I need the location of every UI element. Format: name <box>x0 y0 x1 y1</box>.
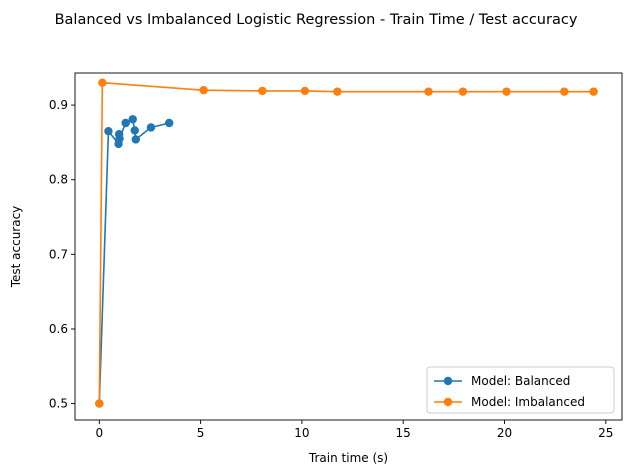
y-tick-label: 0.7 <box>49 247 68 261</box>
data-point <box>560 87 569 96</box>
legend-box <box>426 366 615 414</box>
data-point <box>199 85 208 95</box>
legend-label: Model: Imbalanced <box>471 395 585 409</box>
x-tick-label: 0 <box>95 426 103 440</box>
data-point <box>95 399 104 408</box>
legend-item: Model: Imbalanced <box>434 395 585 409</box>
x-tick-label: 20 <box>497 426 512 440</box>
data-point <box>502 87 511 96</box>
data-point <box>258 86 267 96</box>
x-tick-label: 15 <box>396 426 411 440</box>
y-tick-label: 0.9 <box>49 98 68 112</box>
data-point <box>589 87 598 96</box>
legend-marker <box>443 397 453 407</box>
data-point <box>128 115 137 124</box>
data-point <box>121 118 130 128</box>
data-point <box>131 135 140 144</box>
data-point <box>300 86 310 96</box>
x-tick-label: 10 <box>294 426 309 440</box>
data-point <box>458 87 468 96</box>
chart-title: Balanced vs Imbalanced Logistic Regressi… <box>55 12 578 28</box>
legend: Model: Balanced Model: Imbalanced <box>426 366 615 414</box>
data-point <box>424 87 433 96</box>
y-axis: 0.5 0.6 0.7 0.8 0.9 <box>49 98 75 411</box>
data-point <box>333 87 342 96</box>
series-layer <box>95 78 598 408</box>
data-point <box>104 127 113 136</box>
x-axis-label: Train time (s) <box>308 451 388 465</box>
x-tick-label: 5 <box>197 426 205 440</box>
data-point <box>146 123 156 132</box>
data-point <box>115 134 124 143</box>
y-tick-label: 0.5 <box>49 397 68 411</box>
legend-marker <box>443 376 453 386</box>
y-axis-label: Test accuracy <box>9 206 23 289</box>
data-point <box>165 118 174 128</box>
legend-item: Model: Balanced <box>434 374 570 388</box>
y-tick-label: 0.6 <box>49 322 68 336</box>
plot-area <box>74 72 623 421</box>
x-axis: 0 5 10 15 20 25 <box>95 420 613 440</box>
x-tick-label: 25 <box>598 426 613 440</box>
legend-label: Model: Balanced <box>471 374 570 388</box>
data-point <box>98 78 107 87</box>
series-imbalanced <box>95 78 598 408</box>
y-tick-label: 0.8 <box>49 173 68 187</box>
data-point <box>130 126 139 135</box>
